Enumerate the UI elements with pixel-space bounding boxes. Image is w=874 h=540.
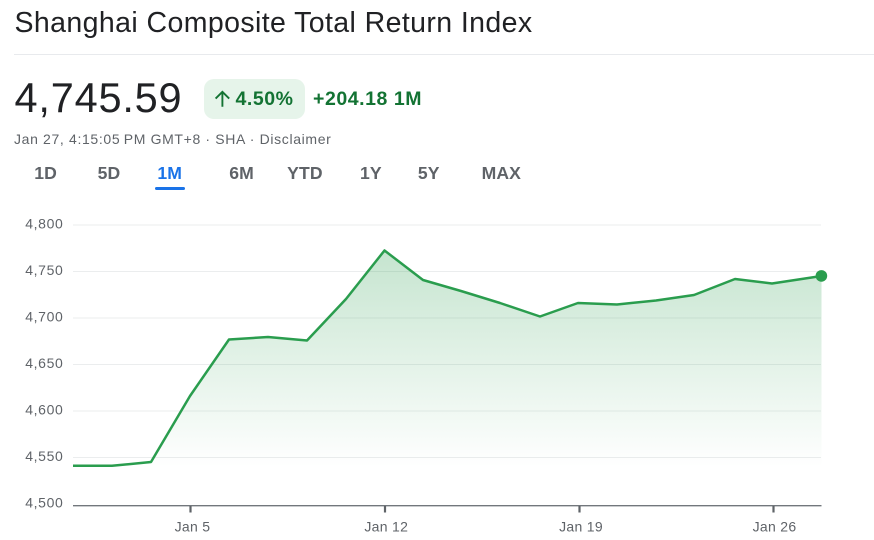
svg-text:4,600: 4,600: [25, 402, 63, 418]
svg-text:4,650: 4,650: [25, 355, 63, 371]
svg-text:Jan 12: Jan 12: [364, 519, 408, 535]
svg-text:4,700: 4,700: [25, 309, 63, 325]
svg-text:4,500: 4,500: [25, 495, 63, 511]
svg-text:Jan 26: Jan 26: [753, 519, 797, 535]
svg-text:4,550: 4,550: [25, 448, 63, 464]
svg-text:4,800: 4,800: [25, 216, 63, 232]
svg-text:4,750: 4,750: [25, 262, 63, 278]
svg-text:Jan 5: Jan 5: [175, 519, 211, 535]
svg-text:Jan 19: Jan 19: [559, 519, 603, 535]
